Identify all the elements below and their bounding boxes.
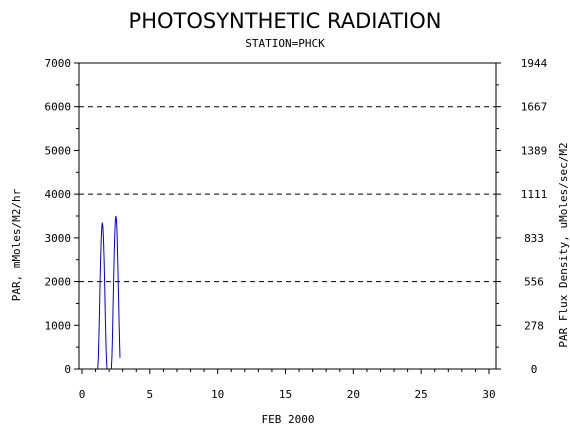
x-tick-label: 30 [482,388,495,401]
y-tick-label: 0 [64,363,71,376]
x-tick-label: 25 [415,388,428,401]
plot-frame [78,62,497,370]
y2-tick-label: 1389 [521,144,548,157]
x-tick-label: 5 [147,388,154,401]
plot-series [95,215,121,370]
y-tick-label: 7000 [45,57,72,70]
x-tick-label: 10 [211,388,224,401]
y-tick-label: 3000 [45,232,72,245]
x-axis-label: FEB 2000 [262,413,315,426]
chart-title: PHOTOSYNTHETIC RADIATION [129,9,442,33]
y2-tick-label: 278 [524,319,544,332]
y2-tick-label: 1944 [521,57,548,70]
axis-ticks: 0 1000 2000 3000 4000 5000 6000 7000 0 278 556 833 1… [45,57,548,401]
y2-tick-label: 833 [524,232,544,245]
y-tick-label: 4000 [45,188,72,201]
y-tick-label: 1000 [45,319,72,332]
y-axis-label: PAR, mMoles/M2/hr [10,188,23,301]
gridlines [79,106,496,283]
chart-subtitle: STATION=PHCK [245,37,325,50]
y2-axis-label: PAR Flux Density, uMoles/sec/M2 [557,142,570,347]
x-tick-label: 15 [279,388,292,401]
y2-tick-label: 1111 [521,188,548,201]
y-tick-label: 2000 [45,276,72,289]
x-tick-label: 0 [79,388,86,401]
y2-tick-label: 556 [524,276,544,289]
y-tick-label: 6000 [45,101,72,114]
y2-tick-label: 1667 [521,101,548,114]
y-tick-label: 5000 [45,144,72,157]
y2-tick-label: 0 [531,363,538,376]
par-series-line [95,215,121,370]
x-tick-label: 20 [347,388,360,401]
